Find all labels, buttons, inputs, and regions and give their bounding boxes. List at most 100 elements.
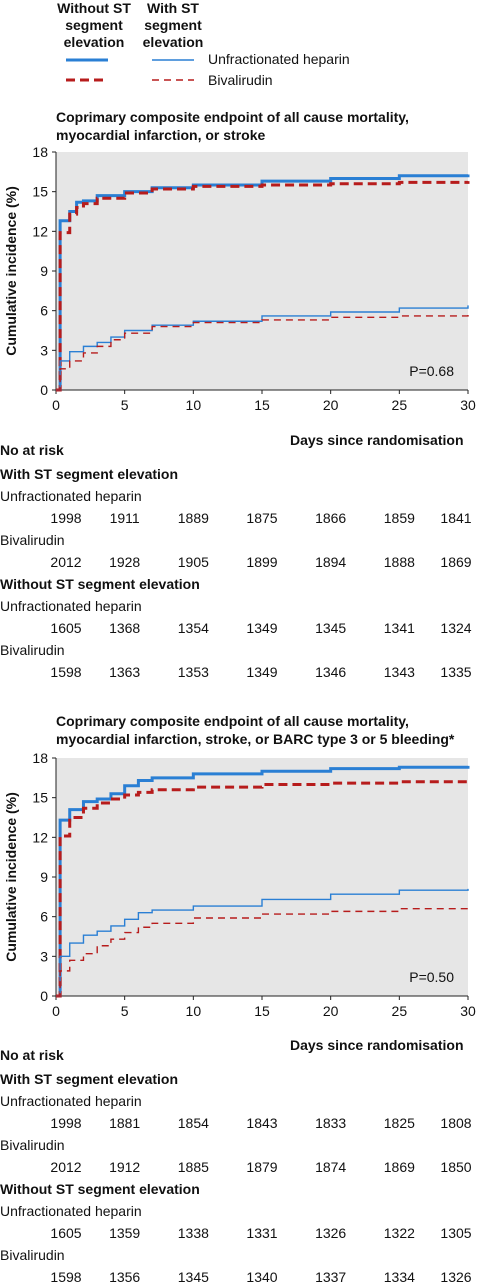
x-tick-label: 15: [254, 397, 270, 413]
risk-value: 1598: [50, 1269, 82, 1285]
chart-1: 0 3 6 9 12 15 18 0 5 10 15 20 25 30 Cumulative inciden…: [3, 144, 476, 413]
y-tick-label: 9: [40, 869, 48, 885]
risk-row-label: Bivalirudin: [0, 1247, 65, 1263]
chart-1-xlabel: Days since randomisation: [290, 432, 464, 448]
y-tick-label: 18: [32, 750, 48, 766]
x-tick-label: 30: [460, 1003, 476, 1019]
y-tick-label: 6: [40, 909, 48, 925]
risk-row-label: Unfractionated heparin: [0, 1093, 142, 1109]
risk-value: 1349: [246, 620, 278, 636]
risk-value: 1334: [383, 1269, 415, 1285]
x-tick-label: 0: [52, 397, 60, 413]
y-tick-label: 18: [32, 144, 48, 160]
series-line-without-st-heparin: [56, 765, 470, 998]
p-value-annotation: P=0.50: [409, 969, 454, 985]
risk-value: 1998: [50, 1115, 82, 1131]
y-axis-label: Cumulative incidence (%): [3, 792, 19, 962]
series-line-with-st-bivalirudin: [56, 313, 469, 391]
y-tick-label: 12: [32, 829, 48, 845]
y-tick-label: 0: [40, 988, 48, 1004]
x-tick-label: 25: [392, 1003, 408, 1019]
risk-value: 1911: [109, 510, 140, 526]
risk-value: 1879: [246, 1159, 278, 1175]
risk-row-values: 2012 1928 1905 1899 1894 1888 1869: [0, 554, 486, 572]
risk-value: 2012: [50, 1159, 82, 1175]
risk-value: 1335: [440, 664, 472, 680]
risk-value: 2012: [50, 554, 82, 570]
risk-value: 1346: [315, 664, 347, 680]
risk-value: 1825: [383, 1115, 415, 1131]
chart-1-title: Coprimary composite endpoint of all caus…: [56, 109, 409, 143]
risk-row-values: 1598 1356 1345 1340 1337 1334 1326: [0, 1269, 486, 1287]
risk-value: 1881: [109, 1115, 141, 1131]
chart-2-title: Coprimary composite endpoint of all caus…: [56, 713, 455, 747]
risk-value: 1928: [109, 554, 141, 570]
risk-row-values: 1605 1359 1338 1331 1326 1322 1305: [0, 1225, 486, 1243]
risk-value: 1850: [440, 1159, 472, 1175]
legend-label-bivalirudin: Bivalirudin: [208, 72, 273, 88]
risk-row-label: Bivalirudin: [0, 642, 65, 658]
risk-value: 1326: [440, 1269, 472, 1285]
risk-row-values: 1605 1368 1354 1349 1345 1341 1324: [0, 620, 486, 638]
risk-value: 1885: [177, 1159, 209, 1175]
risk-value: 1322: [383, 1225, 415, 1241]
y-axis-label: Cumulative incidence (%): [3, 186, 19, 356]
risk-value: 1605: [50, 620, 82, 636]
x-tick-label: 20: [323, 1003, 339, 1019]
y-tick-label: 3: [40, 342, 48, 358]
risk-value: 1889: [177, 510, 209, 526]
risk-value: 1605: [50, 1225, 82, 1241]
risk-value: 1841: [440, 510, 472, 526]
risk-group-label: Without ST segment elevation: [0, 576, 200, 592]
risk-row-label: Unfractionated heparin: [0, 598, 142, 614]
risk-row-values: 1998 1881 1854 1843 1833 1825 1808: [0, 1115, 486, 1133]
series-line-with-st-bivalirudin: [56, 906, 469, 997]
risk-group-label: With ST segment elevation: [0, 466, 179, 482]
risk-row-label: Unfractionated heparin: [0, 488, 142, 504]
x-tick-label: 15: [254, 1003, 270, 1019]
y-tick-label: 0: [40, 382, 48, 398]
legend-header-with-st: With ST segment elevation: [142, 0, 204, 50]
risk-value: 1998: [50, 510, 82, 526]
y-tick-label: 9: [40, 263, 48, 279]
risk-value: 1368: [109, 620, 141, 636]
risk-value: 1341: [383, 620, 415, 636]
chart-1-risk-title: No at risk: [0, 442, 64, 458]
p-value-annotation: P=0.68: [409, 363, 454, 379]
x-tick-label: 25: [392, 397, 408, 413]
risk-value: 1833: [315, 1115, 347, 1131]
risk-value: 1324: [440, 620, 472, 636]
legend-label-heparin: Unfractionated heparin: [208, 51, 350, 67]
risk-row-label: Bivalirudin: [0, 532, 65, 548]
risk-value: 1349: [246, 664, 278, 680]
series-line-without-st-bivalirudin: [56, 180, 470, 392]
risk-value: 1912: [109, 1159, 141, 1175]
x-tick-label: 0: [52, 1003, 60, 1019]
risk-value: 1598: [50, 664, 82, 680]
risk-value: 1363: [109, 664, 141, 680]
series-line-with-st-heparin: [56, 888, 469, 997]
risk-row-label: Unfractionated heparin: [0, 1203, 142, 1219]
risk-value: 1808: [440, 1115, 472, 1131]
risk-value: 1305: [440, 1225, 472, 1241]
legend-header-without-st: Without ST segment elevation: [57, 0, 131, 50]
series-line-with-st-heparin: [56, 305, 469, 391]
risk-value: 1331: [246, 1225, 278, 1241]
chart-2: 0 3 6 9 12 15 18 0 5 10 15 20 25 30 Cumulative inciden…: [3, 750, 476, 1019]
risk-row-values: 1998 1911 1889 1875 1866 1859 1841: [0, 510, 486, 528]
series-line-without-st-heparin: [56, 174, 470, 392]
risk-value: 1875: [246, 510, 278, 526]
risk-value: 1869: [440, 554, 472, 570]
risk-value: 1866: [315, 510, 347, 526]
risk-group-label: Without ST segment elevation: [0, 1181, 200, 1197]
x-tick-label: 5: [121, 1003, 129, 1019]
risk-value: 1869: [383, 1159, 415, 1175]
chart-2-xlabel: Days since randomisation: [290, 1037, 464, 1053]
risk-value: 1859: [383, 510, 415, 526]
series-line-without-st-bivalirudin: [56, 780, 470, 998]
risk-value: 1338: [177, 1225, 209, 1241]
risk-value: 1354: [177, 620, 209, 636]
legend-swatches: [66, 58, 194, 82]
x-tick-label: 20: [323, 397, 339, 413]
risk-row-values: 2012 1912 1885 1879 1874 1869 1850: [0, 1159, 486, 1177]
